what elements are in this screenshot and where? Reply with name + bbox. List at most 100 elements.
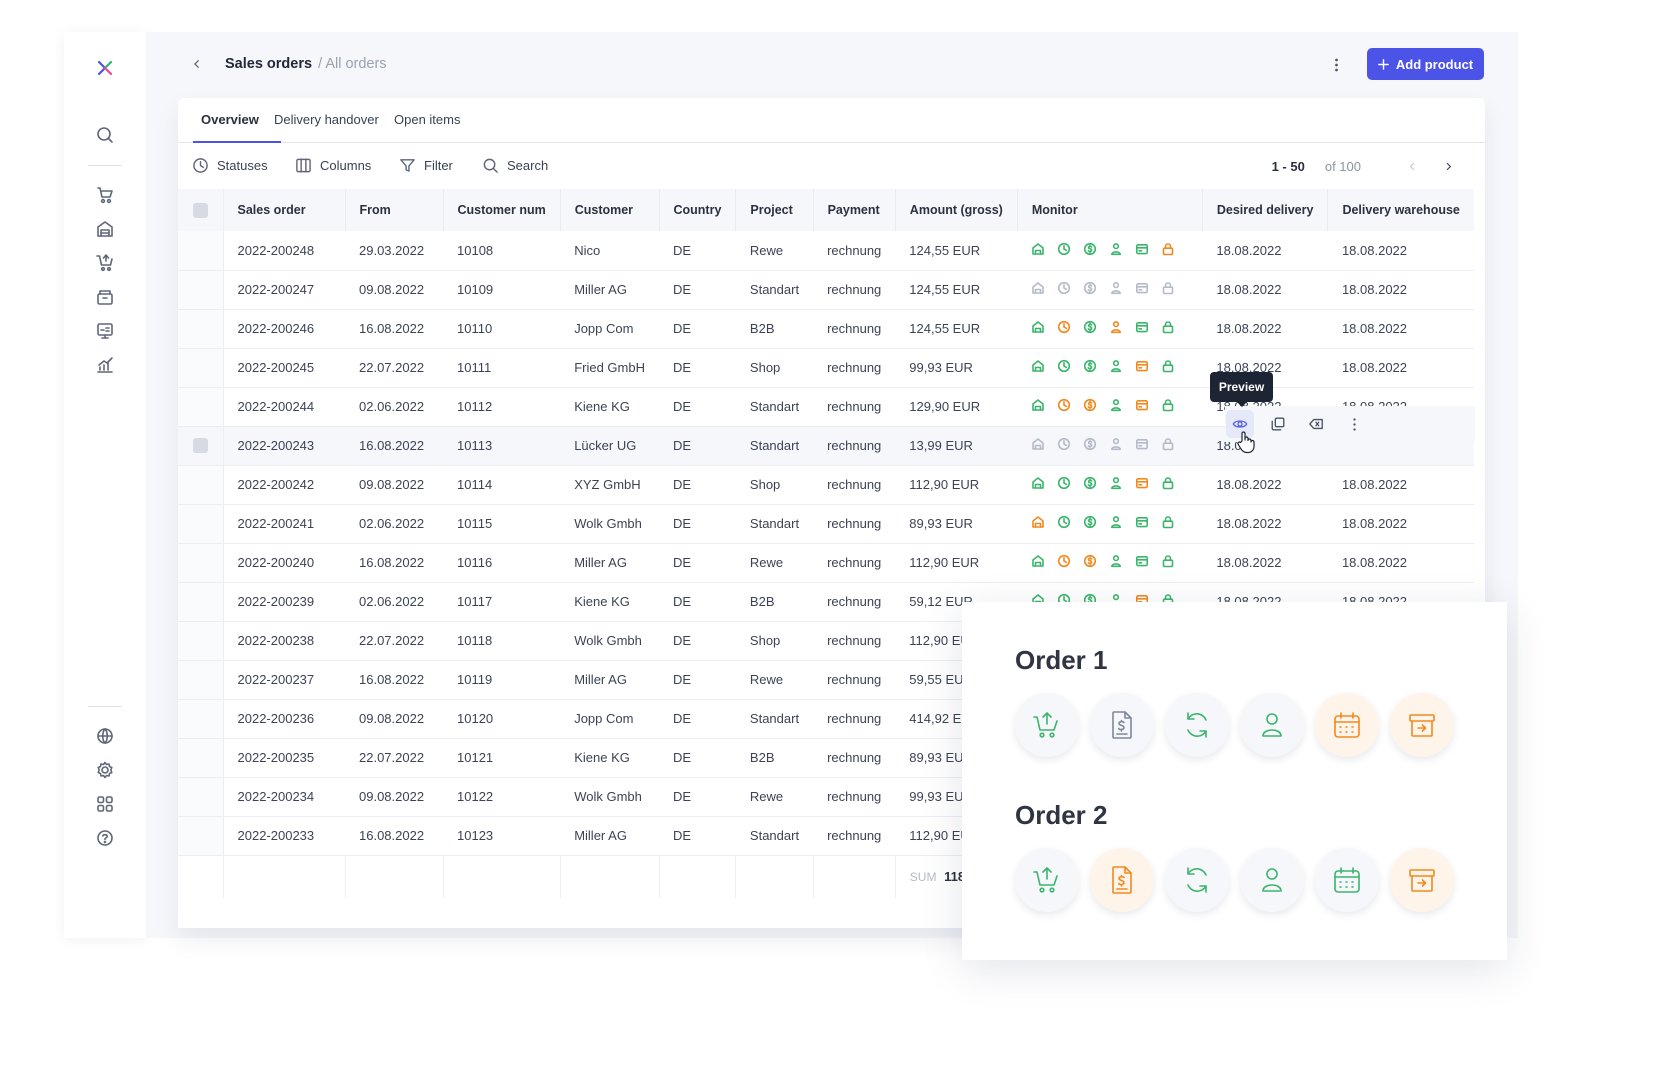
- back-button[interactable]: [188, 55, 206, 73]
- card-icon[interactable]: [1135, 320, 1149, 337]
- person-icon[interactable]: [1109, 398, 1123, 415]
- cart-upload-icon[interactable]: [1015, 693, 1079, 757]
- col-from[interactable]: From: [345, 189, 444, 231]
- card-icon[interactable]: [1135, 359, 1149, 376]
- tab-overview[interactable]: Overview: [201, 112, 259, 127]
- globe-icon[interactable]: [93, 724, 117, 748]
- next-page-button[interactable]: [1441, 160, 1455, 174]
- coin-icon[interactable]: [1083, 359, 1097, 376]
- table-row[interactable]: 2022-200245 22.07.2022 10111 Fried GmbH DE Sh…: [178, 348, 1474, 388]
- display-nav-icon[interactable]: [93, 319, 117, 343]
- archive-icon[interactable]: [1390, 693, 1454, 757]
- lock-icon[interactable]: [1161, 398, 1175, 415]
- warehouse-icon[interactable]: [1031, 281, 1045, 298]
- warehouse-icon[interactable]: [1031, 242, 1045, 259]
- statuses-button[interactable]: Statuses: [192, 157, 268, 174]
- col-customer[interactable]: Customer: [560, 189, 660, 231]
- person-icon[interactable]: [1109, 242, 1123, 259]
- tab-open-items[interactable]: Open items: [394, 112, 461, 127]
- duplicate-button[interactable]: [1264, 410, 1292, 438]
- clock-icon[interactable]: [1057, 437, 1071, 454]
- person-icon[interactable]: [1109, 515, 1123, 532]
- table-row[interactable]: 2022-200247 09.08.2022 10109 Miller AG DE Sta…: [178, 270, 1474, 310]
- cart-nav-icon[interactable]: [93, 251, 117, 275]
- clock-icon[interactable]: [1057, 359, 1071, 376]
- card-icon[interactable]: [1135, 242, 1149, 259]
- lock-icon[interactable]: [1161, 359, 1175, 376]
- warehouse-nav-icon[interactable]: [93, 217, 117, 241]
- send-button[interactable]: [1302, 410, 1330, 438]
- person-icon[interactable]: [1109, 554, 1123, 571]
- select-all-checkbox[interactable]: [192, 202, 208, 218]
- clock-icon[interactable]: [1057, 320, 1071, 337]
- person-icon[interactable]: [1109, 476, 1123, 493]
- clock-icon[interactable]: [1057, 242, 1071, 259]
- clock-icon[interactable]: [1057, 398, 1071, 415]
- card-icon[interactable]: [1135, 554, 1149, 571]
- table-row[interactable]: 2022-200243 16.08.2022 10113 Lücker UG DE Sta…: [178, 426, 1474, 466]
- warehouse-icon[interactable]: [1031, 437, 1045, 454]
- lock-icon[interactable]: [1161, 281, 1175, 298]
- search-button[interactable]: Search: [482, 157, 548, 174]
- lock-icon[interactable]: [1161, 515, 1175, 532]
- col-amount[interactable]: Amount (gross): [895, 189, 1018, 231]
- card-icon[interactable]: [1135, 281, 1149, 298]
- calendar-icon[interactable]: [1315, 848, 1379, 912]
- cart-upload-icon[interactable]: [1015, 848, 1079, 912]
- warehouse-icon[interactable]: [1031, 554, 1045, 571]
- row-checkbox[interactable]: [192, 438, 208, 453]
- filter-button[interactable]: Filter: [399, 157, 453, 174]
- table-row[interactable]: 2022-200248 29.03.2022 10108 Nico DE Rewe rech…: [178, 231, 1474, 271]
- breadcrumb-parent[interactable]: / All orders: [318, 56, 387, 72]
- coin-icon[interactable]: [1083, 437, 1097, 454]
- coin-icon[interactable]: [1083, 398, 1097, 415]
- more-options-button[interactable]: [1326, 54, 1346, 76]
- sales-icon[interactable]: [93, 183, 117, 207]
- warehouse-icon[interactable]: [1031, 398, 1045, 415]
- columns-button[interactable]: Columns: [295, 157, 371, 174]
- coin-icon[interactable]: [1083, 515, 1097, 532]
- lock-icon[interactable]: [1161, 437, 1175, 454]
- col-payment[interactable]: Payment: [813, 189, 896, 231]
- card-icon[interactable]: [1135, 515, 1149, 532]
- sync-icon[interactable]: [1165, 693, 1229, 757]
- warehouse-icon[interactable]: [1031, 476, 1045, 493]
- clock-icon[interactable]: [1057, 281, 1071, 298]
- apps-grid-icon[interactable]: [93, 792, 117, 816]
- archive-nav-icon[interactable]: [93, 285, 117, 309]
- col-delivery-warehouse[interactable]: Delivery warehouse: [1327, 189, 1474, 231]
- table-row[interactable]: 2022-200240 16.08.2022 10116 Miller AG DE Rew…: [178, 543, 1474, 583]
- customer-icon[interactable]: [1240, 848, 1304, 912]
- warehouse-icon[interactable]: [1031, 359, 1045, 376]
- card-icon[interactable]: [1135, 437, 1149, 454]
- card-icon[interactable]: [1135, 476, 1149, 493]
- col-customer-num[interactable]: Customer num: [443, 189, 561, 231]
- lock-icon[interactable]: [1161, 320, 1175, 337]
- coin-icon[interactable]: [1083, 554, 1097, 571]
- warehouse-icon[interactable]: [1031, 515, 1045, 532]
- preview-button[interactable]: [1226, 410, 1254, 438]
- person-icon[interactable]: [1109, 320, 1123, 337]
- person-icon[interactable]: [1109, 281, 1123, 298]
- col-country[interactable]: Country: [659, 189, 737, 231]
- customer-icon[interactable]: [1240, 693, 1304, 757]
- col-project[interactable]: Project: [735, 189, 814, 231]
- coin-icon[interactable]: [1083, 476, 1097, 493]
- card-icon[interactable]: [1135, 398, 1149, 415]
- table-row[interactable]: 2022-200242 09.08.2022 10114 XYZ GmbH DE Shop…: [178, 465, 1474, 505]
- clock-icon[interactable]: [1057, 554, 1071, 571]
- clock-icon[interactable]: [1057, 476, 1071, 493]
- clock-icon[interactable]: [1057, 515, 1071, 532]
- table-row[interactable]: 2022-200241 02.06.2022 10115 Wolk Gmbh DE Sta…: [178, 504, 1474, 544]
- help-icon[interactable]: [93, 826, 117, 850]
- app-logo-icon[interactable]: [93, 56, 117, 80]
- row-more-button[interactable]: [1340, 410, 1368, 438]
- person-icon[interactable]: [1109, 437, 1123, 454]
- archive-icon[interactable]: [1390, 848, 1454, 912]
- person-icon[interactable]: [1109, 359, 1123, 376]
- col-desired-delivery[interactable]: Desired delivery: [1202, 189, 1329, 231]
- analytics-icon[interactable]: [93, 353, 117, 377]
- add-product-button[interactable]: Add product: [1367, 48, 1484, 80]
- calendar-icon[interactable]: [1315, 693, 1379, 757]
- invoice-icon[interactable]: [1090, 848, 1154, 912]
